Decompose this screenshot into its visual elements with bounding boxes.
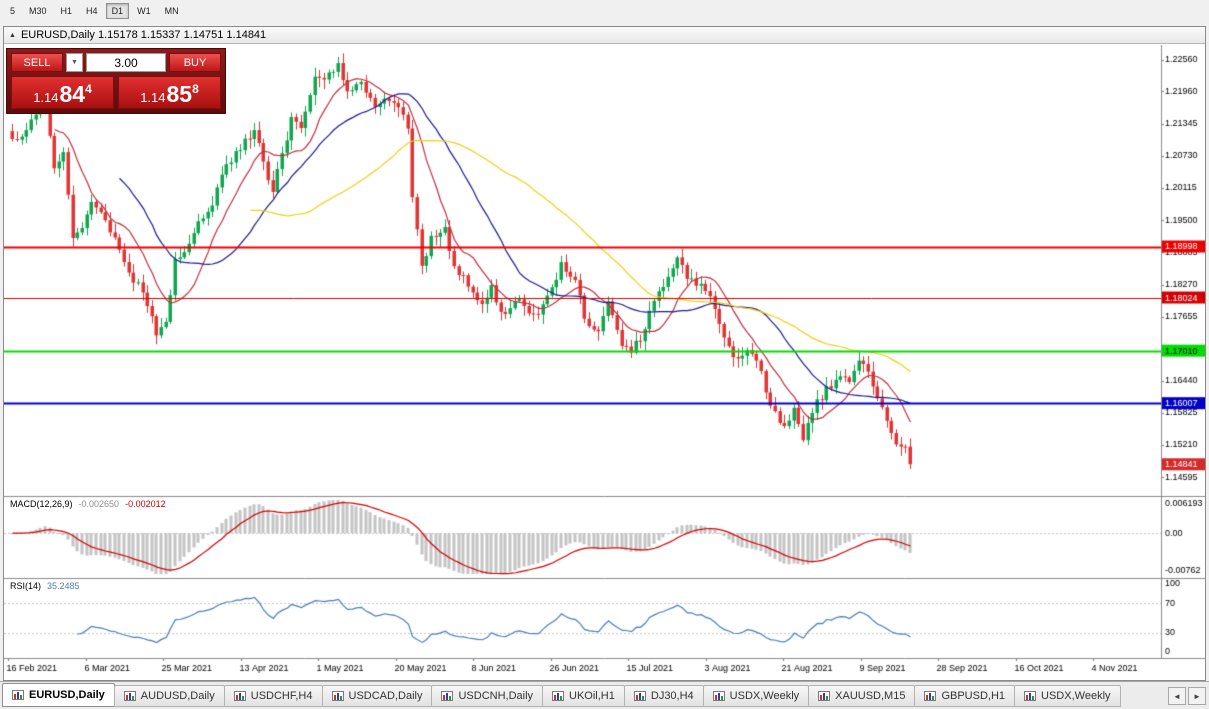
chart-tab[interactable]: UKOil,H1 (542, 685, 625, 707)
ask-price-pips: 85 (166, 81, 193, 108)
chart-canvas[interactable] (4, 45, 1205, 680)
chart-tab[interactable]: GBPUSD,H1 (914, 685, 1016, 707)
chart-tab-label: AUDUSD,Daily (140, 690, 215, 702)
chart-tab-icon (331, 691, 344, 701)
chart-tab-bar: EURUSD,Daily AUDUSD,Daily USDCHF,H4 USDC… (0, 681, 1209, 709)
chart-tab[interactable]: DJ30,H4 (623, 685, 704, 707)
chart-tab-icon (233, 691, 246, 701)
chart-title: EURUSD,Daily 1.15178 1.15337 1.14751 1.1… (20, 29, 267, 41)
chart-tab[interactable]: USDX,Weekly (1014, 685, 1121, 707)
timeframe-toolbar: 5 M30 H1 H4 D1 W1 MN (0, 0, 1209, 26)
bid-price-main: 1.14 (33, 89, 59, 105)
ask-price-frac: 8 (192, 82, 199, 96)
timeframe-button[interactable]: MN (159, 3, 185, 19)
chart-tab-label: USDCHF,H4 (250, 690, 313, 702)
chart-tab-icon (633, 691, 646, 701)
chart-tab[interactable]: USDCNH,Daily (431, 685, 544, 707)
chart-tab-icon (552, 691, 565, 701)
plot-region: SELL ▼ BUY 1.14 84 4 1.14 85 8 MACD(12,2… (4, 45, 1205, 680)
chart-tab[interactable]: USDX,Weekly (702, 685, 810, 707)
chart-tab[interactable]: USDCAD,Daily (321, 685, 433, 707)
chart-tab-label: XAUUSD,M15 (835, 690, 906, 702)
bid-price-frac: 4 (85, 82, 92, 96)
chart-tab-label: GBPUSD,H1 (941, 690, 1006, 702)
chart-tab-label: EURUSD,Daily (29, 689, 105, 701)
timeframe-button[interactable]: H1 (55, 3, 79, 19)
chart-window: ▲ EURUSD,Daily 1.15178 1.15337 1.14751 1… (3, 26, 1206, 681)
chart-tab-label: UKOil,H1 (569, 690, 615, 702)
one-click-trading-panel: SELL ▼ BUY 1.14 84 4 1.14 85 8 (6, 48, 226, 114)
chart-tab-icon (1024, 691, 1037, 701)
bid-price-pips: 84 (59, 81, 86, 108)
chart-tab-label: USDCNH,Daily (458, 690, 534, 702)
lot-dropdown-icon[interactable]: ▼ (66, 53, 83, 72)
ask-price-box[interactable]: 1.14 85 8 (118, 76, 221, 109)
timeframe-button[interactable]: 5 (4, 3, 21, 19)
chart-tab-icon (818, 691, 831, 701)
bid-price-box[interactable]: 1.14 84 4 (11, 76, 114, 109)
chart-tab[interactable]: EURUSD,Daily (2, 683, 115, 707)
lot-size-input[interactable] (86, 53, 166, 72)
timeframe-button[interactable]: W1 (131, 3, 157, 19)
chart-tab-label: USDX,Weekly (729, 690, 800, 702)
chart-tab[interactable]: USDCHF,H4 (223, 685, 323, 707)
chart-tab-label: USDX,Weekly (1041, 690, 1111, 702)
chart-tab[interactable]: AUDUSD,Daily (113, 685, 225, 707)
chart-tab-icon (924, 691, 937, 701)
chart-tab-label: DJ30,H4 (650, 690, 694, 702)
ask-price-main: 1.14 (140, 89, 166, 105)
chart-tab-label: USDCAD,Daily (348, 690, 423, 702)
chart-tab[interactable]: XAUUSD,M15 (808, 685, 916, 707)
timeframe-button[interactable]: D1 (105, 3, 130, 19)
chart-title-bar: ▲ EURUSD,Daily 1.15178 1.15337 1.14751 1… (4, 27, 1205, 44)
timeframe-button[interactable]: M30 (23, 3, 53, 19)
chart-window-icon: ▲ (9, 31, 16, 39)
tab-scroll-left-icon[interactable]: ◄ (1168, 687, 1186, 705)
buy-button[interactable]: BUY (169, 53, 221, 72)
tab-scroll-right-icon[interactable]: ► (1188, 687, 1206, 705)
chart-tab-icon (123, 691, 136, 701)
sell-button[interactable]: SELL (11, 53, 63, 72)
timeframe-button[interactable]: H4 (80, 3, 104, 19)
chart-tab-icon (712, 691, 725, 701)
chart-tab-icon (12, 690, 24, 700)
chart-tab-icon (441, 691, 454, 701)
